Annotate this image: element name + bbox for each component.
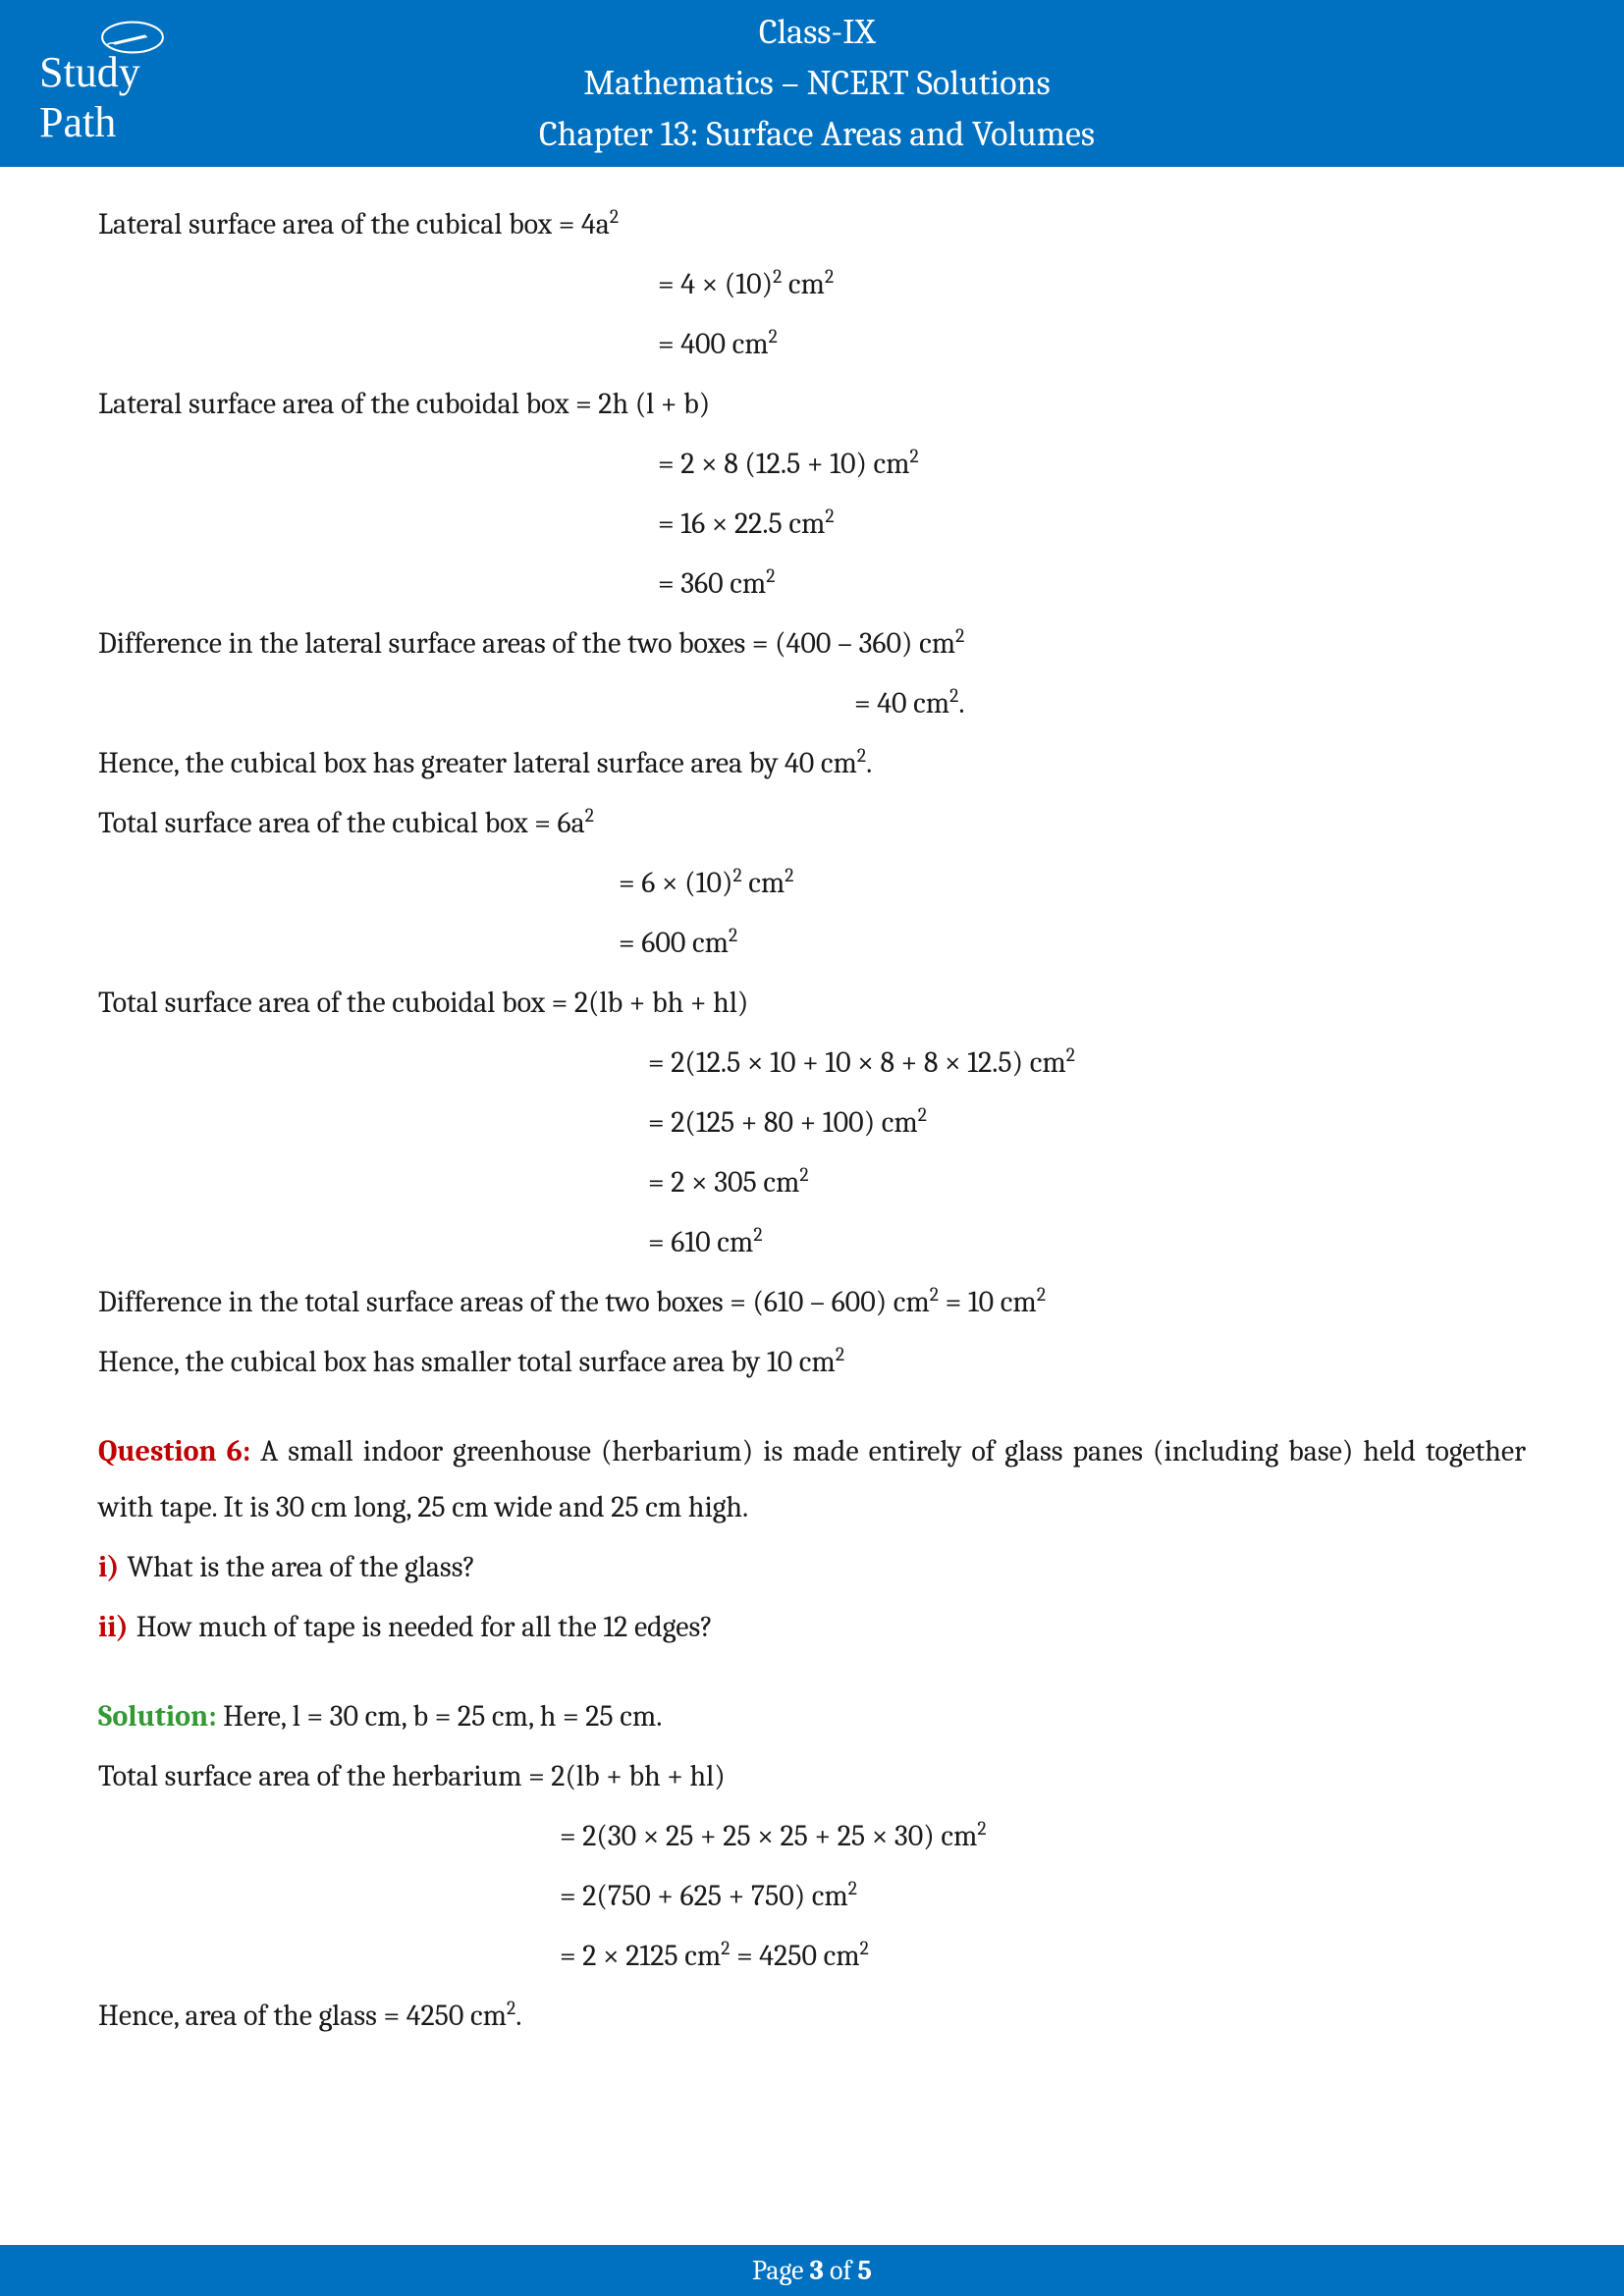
footer-middle: of <box>824 2255 858 2286</box>
question-6: Question 6: A small indoor greenhouse (h… <box>98 1423 1526 1535</box>
page-footer: Page 3 of 5 <box>0 2245 1624 2296</box>
question-label: Question 6: <box>98 1434 250 1468</box>
header-subject: Mathematics – NCERT Solutions <box>49 58 1585 109</box>
lsa-cuboid-step2: = 16 × 22.5 cm2 <box>98 496 1526 552</box>
solution-label: Solution: <box>98 1699 217 1734</box>
tsa-cuboid-step4: = 610 cm2 <box>98 1214 1526 1270</box>
lsa-cube-intro: Lateral surface area of the cubical box … <box>98 196 1526 252</box>
tsa-cube-step1: = 6 × (10)2 cm2 <box>98 855 1526 911</box>
header-chapter: Chapter 13: Surface Areas and Volumes <box>49 109 1585 160</box>
footer-prefix: Page <box>752 2255 810 2286</box>
lsa-diff-value: = 40 cm2. <box>98 675 1526 731</box>
bullet-i: i) <box>98 1550 119 1584</box>
solution-given: Solution: Here, l = 30 cm, b = 25 cm, h … <box>98 1688 1526 1744</box>
header-class: Class-IX <box>49 7 1585 58</box>
bullet-ii: ii) <box>98 1610 129 1644</box>
tsa-cuboid-step1: = 2(12.5 × 10 + 10 × 8 + 8 × 12.5) cm2 <box>98 1035 1526 1091</box>
lsa-cuboid-step1: = 2 × 8 (12.5 + 10) cm2 <box>98 436 1526 492</box>
header-title-block: Class-IX Mathematics – NCERT Solutions C… <box>49 7 1585 161</box>
tsa-cube-step2: = 600 cm2 <box>98 915 1526 971</box>
tsa-cuboid-intro: Total surface area of the cuboidal box =… <box>98 975 1526 1031</box>
page-content: Lateral surface area of the cubical box … <box>0 167 1624 2044</box>
lsa-conclusion: Hence, the cubical box has greater later… <box>98 735 1526 791</box>
lsa-cube-step1: = 4 × (10)2 cm2 <box>98 256 1526 312</box>
sol-conclusion: Hence, area of the glass = 4250 cm2. <box>98 1988 1526 2044</box>
tsa-cube-intro: Total surface area of the cubical box = … <box>98 795 1526 851</box>
sol-tsa-step1: = 2(30 × 25 + 25 × 25 + 25 × 30) cm2 <box>98 1808 1526 1864</box>
lsa-diff-intro: Difference in the lateral surface areas … <box>98 615 1526 671</box>
tsa-cuboid-step2: = 2(125 + 80 + 100) cm2 <box>98 1095 1526 1150</box>
lsa-cuboid-step3: = 360 cm2 <box>98 556 1526 612</box>
tsa-conclusion: Hence, the cubical box has smaller total… <box>98 1334 1526 1390</box>
sol-tsa-step2: = 2(750 + 625 + 750) cm2 <box>98 1868 1526 1924</box>
sol-tsa-step3: = 2 × 2125 cm2 = 4250 cm2 <box>98 1928 1526 1984</box>
lsa-cube-step2: = 400 cm2 <box>98 316 1526 372</box>
question-6-ii: ii)How much of tape is needed for all th… <box>98 1599 1526 1655</box>
page-header: Study Path Class-IX Mathematics – NCERT … <box>0 0 1624 167</box>
question-6-i: i)What is the area of the glass? <box>98 1539 1526 1595</box>
tsa-diff: Difference in the total surface areas of… <box>98 1274 1526 1330</box>
footer-total-pages: 5 <box>857 2255 872 2286</box>
tsa-cuboid-step3: = 2 × 305 cm2 <box>98 1154 1526 1210</box>
sol-tsa-intro: Total surface area of the herbarium = 2(… <box>98 1748 1526 1804</box>
footer-current-page: 3 <box>810 2255 824 2286</box>
lsa-cuboid-intro: Lateral surface area of the cuboidal box… <box>98 376 1526 432</box>
